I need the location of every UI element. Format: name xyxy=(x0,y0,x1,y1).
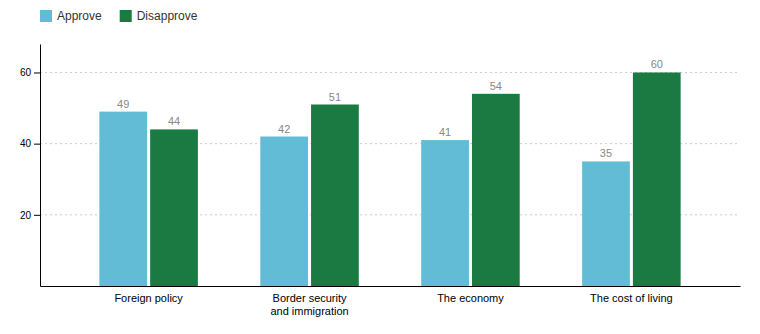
data-label: 51 xyxy=(329,91,341,103)
y-axis-line xyxy=(40,45,41,287)
data-label: 42 xyxy=(278,123,290,135)
bar xyxy=(633,72,681,286)
data-label: 35 xyxy=(600,147,612,159)
bars xyxy=(99,72,680,286)
bar xyxy=(150,129,198,286)
legend-item: Disapprove xyxy=(120,9,198,23)
x-tick: Foreign policy xyxy=(114,292,183,304)
legend: Approve Disapprove xyxy=(40,9,198,23)
legend-swatch xyxy=(120,10,132,22)
legend-label: Disapprove xyxy=(137,9,198,23)
x-axis-line xyxy=(41,286,741,287)
data-label: 54 xyxy=(490,80,502,92)
data-labels: 49 42 41 35 44 51 54 60 xyxy=(117,58,663,159)
y-tick-mark xyxy=(34,215,40,216)
x-tick-label: The cost of living xyxy=(590,292,673,304)
bar xyxy=(472,94,520,286)
y-tick: 40 xyxy=(20,138,40,149)
y-tick-mark xyxy=(34,72,40,73)
data-label: 44 xyxy=(168,115,180,127)
plot: 49 42 41 35 44 51 54 60 20 40 60 Foreign policy Bord… xyxy=(20,45,741,318)
data-label: 41 xyxy=(439,126,451,138)
x-tick-label: Foreign policy xyxy=(114,292,183,304)
bar xyxy=(582,161,630,286)
y-tick-mark xyxy=(34,144,40,145)
y-axis: 20 40 60 xyxy=(20,45,41,287)
x-axis: Foreign policy Border securityand immigra… xyxy=(41,287,741,318)
x-tick-label: The economy xyxy=(437,292,504,304)
data-label: 60 xyxy=(651,58,663,70)
y-tick: 20 xyxy=(20,210,40,221)
y-tick-label: 40 xyxy=(20,138,32,149)
chart: 49 42 41 35 44 51 54 60 20 40 60 Foreign policy Bord… xyxy=(0,0,760,334)
bar xyxy=(99,112,147,286)
series-labels: 44 51 54 60 xyxy=(168,58,663,127)
x-tick: Border securityand immigration xyxy=(270,292,348,317)
data-label: 49 xyxy=(117,98,129,110)
series xyxy=(99,112,629,286)
x-tick: The cost of living xyxy=(590,292,673,304)
legend-label: Approve xyxy=(57,9,102,23)
y-tick-label: 20 xyxy=(20,210,32,221)
series-labels: 49 42 41 35 xyxy=(117,98,612,160)
x-tick-label: Border securityand immigration xyxy=(270,292,348,317)
y-tick-label: 60 xyxy=(20,67,32,78)
bar xyxy=(311,105,359,287)
x-tick: The economy xyxy=(437,292,504,304)
legend-item: Approve xyxy=(40,9,102,23)
series xyxy=(150,72,680,286)
bar xyxy=(260,137,308,286)
legend-swatch xyxy=(40,10,52,22)
y-tick: 60 xyxy=(20,67,40,78)
bar xyxy=(421,140,469,286)
